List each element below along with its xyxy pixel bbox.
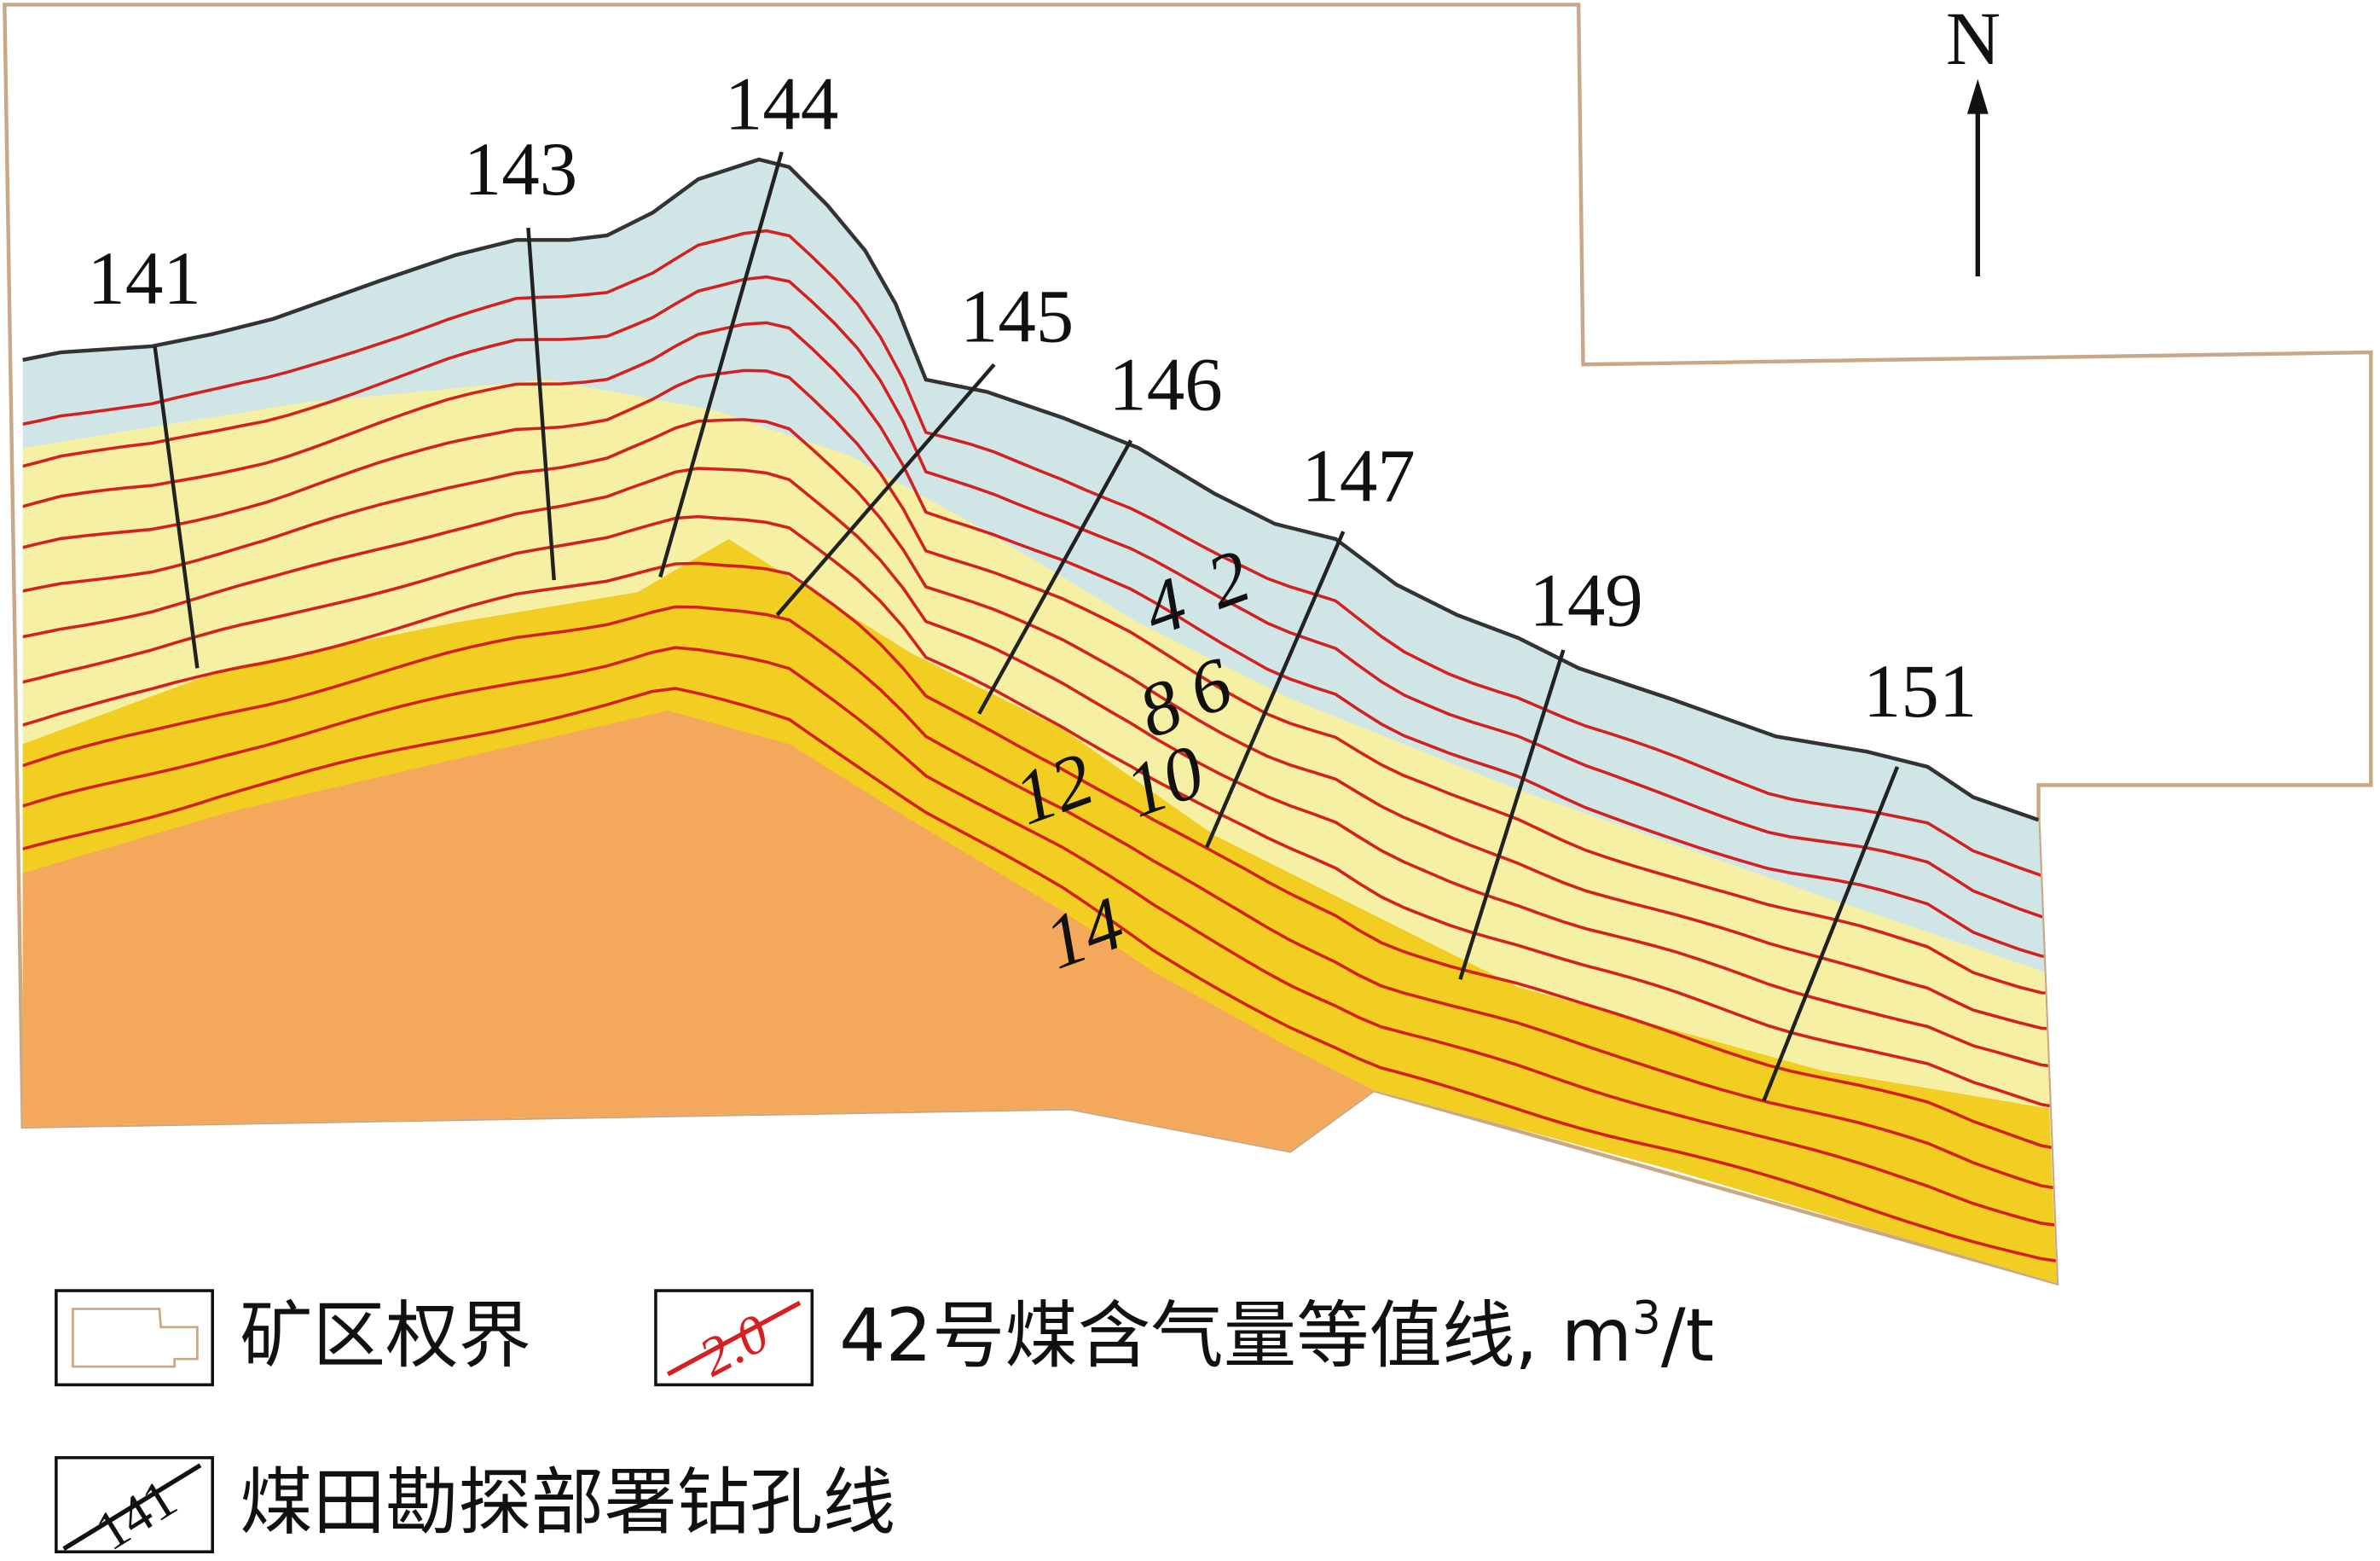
borehole-label: 151 — [1863, 650, 1977, 734]
borehole-line — [977, 439, 1133, 715]
contour-line — [22, 561, 2057, 1152]
borehole-label: 145 — [960, 276, 1074, 359]
legend-boundary-icon — [72, 1308, 199, 1368]
borehole-label: 141 — [87, 237, 200, 321]
borehole-label: 144 — [725, 62, 838, 146]
borehole-line — [658, 151, 784, 578]
borehole-label: 143 — [464, 128, 577, 212]
borehole-label: 147 — [1301, 434, 1415, 518]
legend-box — [55, 1289, 214, 1387]
borehole-label: 149 — [1529, 559, 1642, 642]
north-head — [1966, 78, 1989, 114]
borehole-line — [153, 345, 200, 669]
contour-line — [22, 418, 2057, 1031]
contour-line — [22, 605, 2057, 1192]
legend-suffix: /t — [1661, 1294, 1714, 1378]
contour-line — [22, 275, 2057, 920]
contour-line — [22, 229, 2057, 879]
contour-line — [22, 646, 2057, 1228]
legend: 矿区权界 2.0 42号煤含气量等值线, m3/t 141 煤田勘探部署钻孔线 — [55, 1289, 1714, 1561]
layer-orange — [22, 711, 1374, 1152]
contour-line — [22, 514, 2057, 1111]
borehole-line — [1458, 649, 1566, 980]
borehole-line — [775, 363, 996, 617]
legend-label: 矿区权界 — [240, 1294, 531, 1378]
contour-line — [22, 368, 2057, 995]
legend-contour-line — [666, 1300, 802, 1377]
north-label: N — [1946, 0, 2001, 81]
surface-line — [22, 157, 2040, 822]
borehole-line — [526, 227, 556, 581]
legend-borehole-line — [62, 1463, 202, 1551]
legend-label: 42号煤含气量等值线, m3/t — [839, 1291, 1714, 1378]
contour-line — [22, 467, 2057, 1070]
borehole-line — [1205, 531, 1346, 849]
legend-text: 42号煤含气量等值线, m — [839, 1294, 1632, 1378]
borehole-label: 146 — [1109, 344, 1222, 427]
legend-label: 煤田勘探部署钻孔线 — [240, 1461, 895, 1546]
contour-line — [22, 321, 2057, 959]
borehole-line — [1762, 766, 1900, 1102]
north-arrow: N — [1946, 0, 2001, 277]
contours — [22, 229, 2057, 1264]
contour-line — [22, 687, 2057, 1264]
legend-superscript: 3 — [1632, 1291, 1661, 1344]
